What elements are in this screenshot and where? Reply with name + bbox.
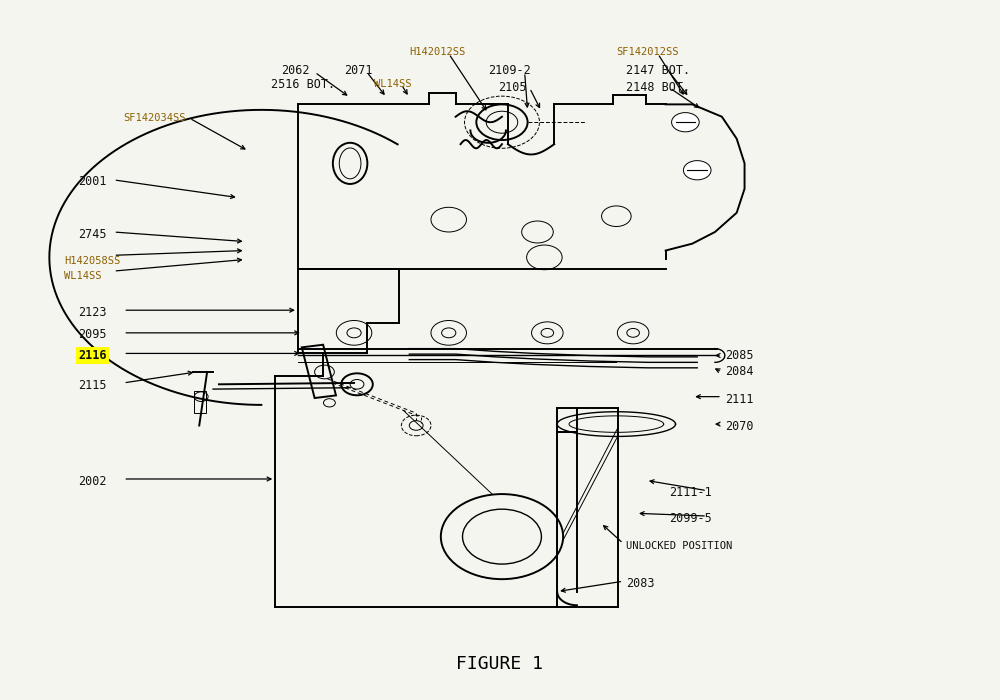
Text: 2001: 2001 [78, 176, 106, 188]
Circle shape [683, 160, 711, 180]
Text: WL14SS: WL14SS [374, 80, 411, 90]
Text: 2062: 2062 [281, 64, 310, 76]
Text: SF142012SS: SF142012SS [616, 46, 679, 57]
Text: H142012SS: H142012SS [409, 46, 466, 57]
Text: FIGURE 1: FIGURE 1 [456, 655, 544, 673]
Text: 2116: 2116 [78, 349, 106, 362]
Text: 2084: 2084 [725, 365, 753, 379]
Text: 2123: 2123 [78, 306, 106, 318]
Text: 2115: 2115 [78, 379, 106, 392]
Text: 2105: 2105 [498, 81, 527, 94]
Circle shape [672, 113, 699, 132]
Text: H142058SS: H142058SS [64, 256, 120, 266]
Text: 2002: 2002 [78, 475, 106, 488]
Text: 2095: 2095 [78, 328, 106, 342]
Text: 2070: 2070 [725, 420, 753, 433]
Text: 2745: 2745 [78, 228, 106, 242]
Text: 2147 BOT.: 2147 BOT. [626, 64, 690, 76]
Text: 2083: 2083 [626, 577, 655, 590]
Text: 2111-1: 2111-1 [670, 486, 712, 499]
Text: 2099-5: 2099-5 [670, 512, 712, 524]
Text: 2516 BOT.: 2516 BOT. [271, 78, 335, 91]
Text: WL14SS: WL14SS [64, 271, 102, 281]
Text: 2148 BOT.: 2148 BOT. [626, 81, 690, 94]
Text: 2071: 2071 [344, 64, 373, 76]
Text: SF142034SS: SF142034SS [123, 113, 186, 123]
Bar [302, 344, 336, 398]
Text: 2111: 2111 [725, 393, 753, 406]
Bar [194, 391, 206, 413]
Text: 2109-2: 2109-2 [488, 64, 531, 76]
Text: 2085: 2085 [725, 349, 753, 362]
Text: UNLOCKED POSITION: UNLOCKED POSITION [626, 540, 732, 550]
